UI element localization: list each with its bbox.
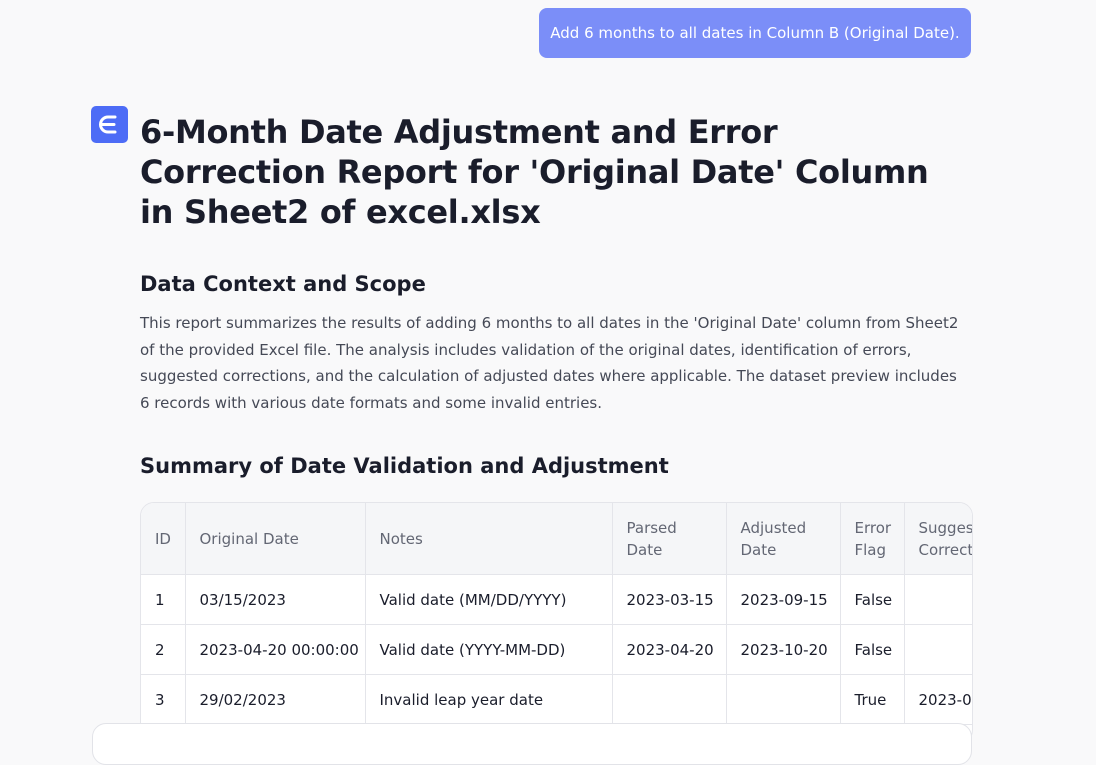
table-cell: 2023-0 — [904, 674, 972, 725]
table-cell: Invalid leap year date — [365, 674, 613, 725]
table-cell: 2 — [141, 624, 186, 675]
page: Add 6 months to all dates in Column B (O… — [91, 8, 973, 765]
table-body: 1 03/15/2023 Valid date (MM/DD/YYYY) 2023-0… — [141, 574, 972, 725]
table-cell: 2023-04-20 — [612, 624, 727, 675]
column-header: ID — [141, 503, 186, 575]
table-cell: 2023-04-20 00:00:00 — [185, 624, 366, 675]
table-cell — [612, 674, 727, 725]
column-header: Suggested Correction — [904, 503, 972, 575]
table-cell: 1 — [141, 574, 186, 625]
table-cell — [904, 624, 972, 675]
table-container: ID Original Date Notes Parsed Date Adjusted … — [140, 502, 973, 744]
column-header: Original Date — [185, 503, 366, 575]
table-cell: Valid date (YYYY-MM-DD) — [365, 624, 613, 675]
section-heading: Data Context and Scope — [140, 272, 426, 296]
table-cell: False — [840, 574, 905, 625]
section-text: This report summarizes the results of ad… — [140, 314, 959, 412]
user-message: Add 6 months to all dates in Column B (O… — [539, 8, 971, 58]
chat-input[interactable] — [92, 723, 972, 765]
table-row: 2 2023-04-20 00:00:00 Valid date (YYYY-MM-… — [141, 624, 972, 675]
table-cell — [726, 674, 841, 725]
report: 6-Month Date Adjustment and Error Correc… — [140, 112, 973, 744]
summary-table: ID Original Date Notes Parsed Date Adjusted … — [141, 503, 972, 725]
table-cell: False — [840, 624, 905, 675]
table-cell: 2023-03-15 — [612, 574, 727, 625]
table-cell: 03/15/2023 — [185, 574, 366, 625]
report-title: 6-Month Date Adjustment and Error Correc… — [140, 113, 929, 231]
table-row: 1 03/15/2023 Valid date (MM/DD/YYYY) 2023-0… — [141, 574, 972, 625]
section-heading: Summary of Date Validation and Adjustmen… — [140, 454, 669, 478]
column-header: Parsed Date — [612, 503, 727, 575]
table-cell: 2023-10-20 — [726, 624, 841, 675]
assistant-icon — [91, 106, 128, 143]
table-row: 3 29/02/2023 Invalid leap year date True 202… — [141, 674, 972, 725]
table-cell: 3 — [141, 674, 186, 725]
column-header: Adjusted Date — [726, 503, 841, 575]
table-cell: 29/02/2023 — [185, 674, 366, 725]
column-header: Notes — [365, 503, 613, 575]
table-cell: Valid date (MM/DD/YYYY) — [365, 574, 613, 625]
table-cell: True — [840, 674, 905, 725]
table-cell: 2023-09-15 — [726, 574, 841, 625]
column-header: Error Flag — [840, 503, 905, 575]
table-cell — [904, 574, 972, 625]
header-row: ID Original Date Notes Parsed Date Adjusted … — [141, 503, 972, 575]
